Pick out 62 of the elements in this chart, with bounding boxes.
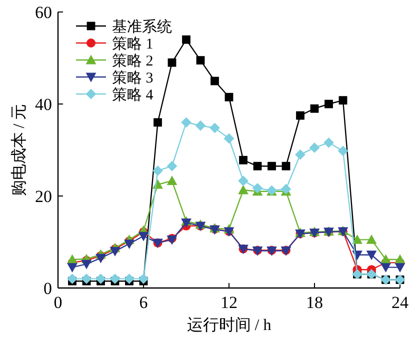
legend-label: 策略 2 xyxy=(112,52,154,70)
y-tick-label: 40 xyxy=(35,95,52,114)
point xyxy=(181,218,192,228)
legend-label: 策略 3 xyxy=(112,70,154,86)
x-tick-label: 24 xyxy=(392,293,409,312)
point xyxy=(310,104,319,113)
point xyxy=(152,166,163,176)
point xyxy=(110,274,120,284)
point xyxy=(394,263,406,272)
point xyxy=(81,274,92,284)
legend-label: 策略 4 xyxy=(112,86,154,104)
point xyxy=(280,184,292,194)
point xyxy=(238,176,248,186)
point xyxy=(338,146,348,156)
point xyxy=(380,263,391,272)
point xyxy=(138,232,149,242)
point xyxy=(81,260,92,270)
point xyxy=(96,254,106,264)
point xyxy=(268,162,276,170)
point xyxy=(366,234,377,244)
point xyxy=(168,58,176,67)
point xyxy=(309,142,320,153)
point xyxy=(224,133,234,144)
point xyxy=(239,156,248,164)
point xyxy=(252,182,263,194)
point xyxy=(295,149,306,160)
x-tick-label: 6 xyxy=(139,293,148,312)
point xyxy=(110,247,120,256)
x-tick-label: 18 xyxy=(306,293,323,312)
point xyxy=(96,274,106,284)
point xyxy=(124,274,134,284)
y-tick-label: 60 xyxy=(35,3,52,22)
point xyxy=(324,137,334,148)
point xyxy=(296,111,304,120)
x-axis-title: 运行时间 / h xyxy=(186,316,272,334)
point xyxy=(338,96,348,105)
point xyxy=(324,100,333,108)
point xyxy=(138,274,149,284)
x-tick-label: 12 xyxy=(220,293,238,312)
point xyxy=(195,120,206,131)
point xyxy=(210,76,219,86)
point xyxy=(253,162,262,170)
point xyxy=(224,92,234,102)
legend-label: 策略 1 xyxy=(112,36,154,52)
point xyxy=(67,263,78,272)
point xyxy=(196,56,205,64)
point xyxy=(67,274,78,284)
y-tick-label: 20 xyxy=(35,187,52,206)
y-axis-title: 购电成本 / 元 xyxy=(10,104,28,196)
point xyxy=(154,118,162,127)
point xyxy=(124,240,134,250)
point xyxy=(166,160,178,172)
point xyxy=(238,184,248,194)
point xyxy=(181,117,192,128)
point xyxy=(352,234,362,244)
y-tick-label: 0 xyxy=(44,279,52,298)
point xyxy=(182,35,190,44)
point xyxy=(366,250,377,260)
legend-label: 基准系统 xyxy=(112,18,172,36)
point xyxy=(166,176,178,186)
point xyxy=(210,122,220,134)
point xyxy=(282,162,290,170)
